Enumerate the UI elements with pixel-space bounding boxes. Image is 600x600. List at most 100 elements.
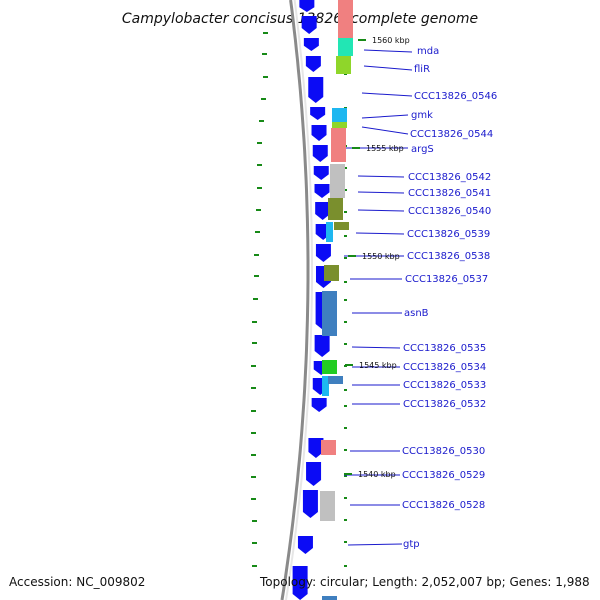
cog-block	[322, 596, 337, 600]
cog-block	[338, 38, 353, 56]
inner-tick	[344, 235, 347, 237]
label-line	[357, 191, 405, 194]
cog-block	[338, 14, 353, 40]
accession-text: Accession: NC_009802	[9, 575, 145, 589]
inner-tick	[344, 167, 347, 169]
cds-arrow	[308, 438, 324, 458]
label-line	[361, 126, 409, 135]
cds-arrow	[313, 166, 329, 180]
backbone-inner	[285, 0, 313, 600]
gene-label: CCC13826_0533	[403, 380, 486, 391]
inner-tick	[344, 405, 347, 407]
inner-tick	[344, 541, 347, 543]
cds-arrow	[292, 566, 308, 600]
outer-tick	[252, 520, 257, 522]
gene-label: CCC13826_0529	[402, 470, 485, 481]
cds-arrow	[308, 77, 324, 103]
cog-block	[322, 291, 337, 336]
outer-tick	[253, 298, 258, 300]
cds-arrow	[305, 56, 321, 72]
gene-label: CCC13826_0540	[408, 206, 491, 217]
outer-tick	[251, 454, 256, 456]
label-line	[363, 49, 413, 53]
cog-block	[338, 0, 353, 14]
outer-tick	[254, 275, 259, 277]
backbone	[280, 0, 313, 600]
inner-tick	[344, 427, 347, 429]
gene-label: CCC13826_0534	[403, 362, 486, 373]
scale-label: 1550 kbp	[362, 252, 400, 261]
outer-tick	[257, 164, 262, 166]
gene-label: gtp	[403, 539, 420, 550]
cds-arrow	[312, 145, 328, 162]
outer-tick	[254, 254, 259, 256]
outer-tick	[251, 498, 256, 500]
cds-arrow	[315, 202, 331, 220]
cog-block	[326, 222, 333, 242]
cog-block	[320, 491, 335, 521]
outer-tick	[251, 476, 256, 478]
gene-label: CCC13826_0537	[405, 274, 488, 285]
inner-tick	[344, 565, 347, 567]
outer-tick	[252, 342, 257, 344]
gene-label: fliR	[414, 64, 430, 75]
label-line	[351, 346, 401, 349]
label-line	[363, 65, 413, 71]
cog-block	[336, 56, 351, 74]
inner-tick	[344, 189, 347, 191]
label-line	[347, 543, 403, 546]
outer-tick	[263, 76, 268, 78]
cog-block	[324, 265, 339, 281]
outer-tick	[251, 410, 256, 412]
outer-tick	[252, 565, 257, 567]
outer-tick	[263, 32, 268, 34]
label-line	[357, 209, 405, 212]
backbone-arc	[280, 0, 310, 600]
gene-label: gmk	[411, 110, 433, 121]
inner-tick	[344, 257, 347, 259]
gene-label: CCC13826_0535	[403, 343, 486, 354]
label-line	[357, 175, 405, 178]
gene-label: CCC13826_0532	[403, 399, 486, 410]
scale-label: 1545 kbp	[359, 361, 397, 370]
inner-tick	[344, 211, 347, 213]
cds-arrow	[311, 398, 327, 412]
cds-arrow	[311, 125, 327, 141]
cog-block	[328, 376, 343, 384]
outer-tick	[252, 321, 257, 323]
cog-block	[332, 122, 347, 128]
outer-tick	[251, 365, 256, 367]
cds-arrow	[302, 490, 318, 518]
scale-label: 1540 kbp	[358, 470, 396, 479]
inner-tick	[344, 389, 347, 391]
cds-arrow	[315, 244, 331, 262]
cog-block	[331, 128, 346, 162]
cds-arrow	[297, 536, 313, 554]
inner-tick	[344, 519, 347, 521]
inner-tick	[344, 343, 347, 345]
gene-label: CCC13826_0538	[407, 251, 490, 262]
inner-tick	[344, 475, 347, 477]
cog-block	[321, 440, 336, 455]
map-title: Campylobacter concisus 13826, complete g…	[122, 11, 478, 27]
gene-label: CCC13826_0539	[407, 229, 490, 240]
cog-track	[320, 0, 353, 600]
cog-block	[334, 222, 349, 230]
gene-label: CCC13826_0544	[410, 129, 493, 140]
outer-tick	[251, 432, 256, 434]
inner-tick	[344, 497, 347, 499]
cds-arrow	[314, 184, 330, 198]
cds-arrow	[301, 16, 317, 34]
inner-tick	[344, 321, 347, 323]
outer-tick	[257, 142, 262, 144]
gene-label: asnB	[404, 308, 429, 319]
scale-labels: 1560 kbp 1555 kbp 1550 kbp 1545 kbp 1540 kbp	[344, 36, 410, 479]
label-line	[361, 114, 409, 119]
outer-tick	[261, 98, 266, 100]
label-line	[361, 92, 413, 97]
cog-block	[328, 198, 343, 220]
gene-label: CCC13826_0541	[408, 188, 491, 199]
label-line	[355, 232, 405, 235]
gene-label: CCC13826_0546	[414, 91, 497, 102]
inner-tick	[344, 281, 347, 283]
